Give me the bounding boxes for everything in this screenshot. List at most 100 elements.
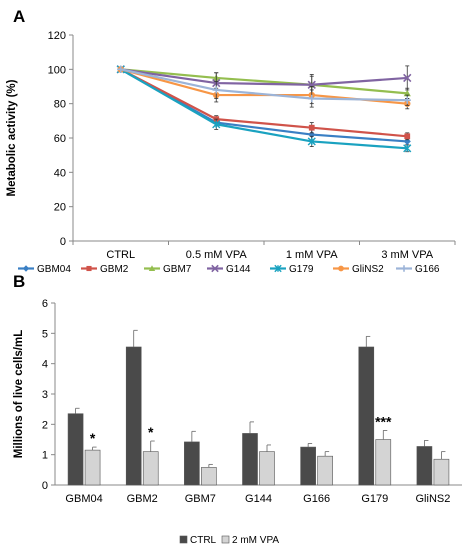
data-point bbox=[211, 264, 219, 273]
bar bbox=[184, 441, 200, 486]
data-point bbox=[307, 80, 316, 89]
legend-label: GBM2 bbox=[100, 264, 129, 275]
data-point bbox=[404, 133, 411, 140]
legend-label: G144 bbox=[226, 264, 251, 275]
bar-group-2-mm-vpa bbox=[317, 451, 333, 486]
y-tick-label: 1 bbox=[42, 450, 48, 462]
data-point bbox=[22, 265, 30, 272]
legend-item-glins2: GliNS2 bbox=[333, 264, 384, 275]
legend-label: GBM04 bbox=[37, 264, 71, 275]
legend-item-g144: G144 bbox=[207, 264, 251, 275]
x-tick-label: 3 mM VPA bbox=[381, 249, 433, 261]
bar bbox=[416, 446, 433, 486]
y-tick-label: 100 bbox=[48, 64, 66, 76]
bar-group-2-mm-vpa bbox=[201, 463, 217, 486]
data-point bbox=[86, 265, 92, 272]
series-g166 bbox=[117, 65, 411, 108]
data-point bbox=[400, 265, 408, 272]
bar bbox=[242, 433, 258, 486]
data-point bbox=[274, 264, 282, 273]
x-tick-label: G179 bbox=[361, 493, 388, 505]
bar-group-ctrl bbox=[67, 407, 84, 486]
y-tick-label: 0 bbox=[60, 236, 66, 248]
legend-label: 2 mM VPA bbox=[232, 535, 279, 546]
x-tick-label: G144 bbox=[245, 493, 272, 505]
x-tick-label: GBM2 bbox=[127, 493, 158, 505]
legend-item-ctrl: CTRL bbox=[179, 535, 217, 546]
bar bbox=[84, 449, 101, 486]
y-axis-label: Metabolic activity (%) bbox=[6, 79, 18, 196]
x-tick-label: 1 mM VPA bbox=[286, 249, 338, 261]
bar-group-ctrl bbox=[184, 430, 200, 486]
y-tick-label: 60 bbox=[54, 133, 66, 145]
bar-group-ctrl bbox=[416, 440, 433, 486]
data-point bbox=[212, 86, 220, 94]
legend-item-gbm2: GBM2 bbox=[81, 264, 129, 275]
legend-swatch bbox=[179, 535, 188, 544]
series-line bbox=[120, 68, 408, 95]
bar-group-2-mm-vpa bbox=[433, 451, 450, 486]
bar-group-ctrl bbox=[300, 443, 316, 486]
legend-swatch bbox=[221, 535, 230, 544]
legend-label: G166 bbox=[415, 264, 440, 275]
y-tick-label: 120 bbox=[48, 30, 66, 42]
bar-group-2-mm-vpa bbox=[375, 429, 392, 486]
data-point bbox=[403, 89, 411, 97]
series-line bbox=[120, 68, 408, 102]
y-tick-label: 80 bbox=[54, 99, 66, 111]
y-tick-label: 40 bbox=[54, 167, 66, 179]
legend-label: GliNS2 bbox=[352, 264, 384, 275]
y-tick-label: 0 bbox=[42, 480, 48, 492]
bar bbox=[433, 458, 450, 486]
bar bbox=[259, 451, 275, 486]
x-tick-label: GBM04 bbox=[65, 493, 102, 505]
data-point bbox=[148, 265, 156, 272]
legend-item-gbm7: GBM7 bbox=[144, 264, 192, 275]
y-tick-label: 3 bbox=[42, 389, 48, 401]
panel-label-b: B bbox=[13, 275, 25, 291]
significance-marker: * bbox=[148, 424, 154, 440]
y-tick-label: 6 bbox=[42, 298, 48, 310]
bar bbox=[317, 455, 333, 486]
y-tick-label: 20 bbox=[54, 202, 66, 214]
legend-label: GBM7 bbox=[163, 264, 192, 275]
bar-group-2-mm-vpa bbox=[259, 444, 275, 486]
significance-marker: *** bbox=[375, 413, 392, 429]
bar-group-2-mm-vpa bbox=[142, 440, 159, 486]
y-tick-label: 5 bbox=[42, 328, 48, 340]
series-line bbox=[120, 68, 408, 150]
chart-b-live-cells: B 0 1 2 3 4 5 6 Millions of live cells/mL GBM04 GB… bbox=[13, 275, 462, 546]
series-line bbox=[120, 68, 408, 86]
legend-item-2-mm-vpa: 2 mM VPA bbox=[221, 535, 279, 546]
x-tick-label: CTRL bbox=[106, 249, 135, 261]
legend-item-g179: G179 bbox=[270, 264, 314, 275]
data-point bbox=[117, 65, 125, 73]
data-point bbox=[307, 137, 316, 146]
bar bbox=[300, 446, 316, 486]
y-tick-label: 4 bbox=[42, 359, 48, 371]
y-tick-label: 2 bbox=[42, 419, 48, 431]
series-line bbox=[120, 68, 408, 138]
bar bbox=[67, 413, 84, 486]
bar-group-ctrl bbox=[125, 329, 142, 486]
bar bbox=[142, 451, 159, 486]
x-tick-label: 0.5 mM VPA bbox=[186, 249, 248, 261]
data-point bbox=[338, 265, 344, 272]
bar-group-ctrl bbox=[358, 335, 375, 486]
bar bbox=[375, 439, 392, 486]
bar bbox=[358, 346, 375, 486]
bar-group-2-mm-vpa bbox=[84, 446, 101, 486]
legend-item-g166: G166 bbox=[396, 264, 440, 275]
legend-item-gbm04: GBM04 bbox=[18, 264, 71, 275]
data-point bbox=[212, 120, 221, 129]
data-point bbox=[308, 124, 315, 131]
legend-label: G179 bbox=[289, 264, 314, 275]
bar bbox=[201, 467, 217, 486]
x-tick-label: GliNS2 bbox=[416, 493, 451, 505]
panel-label-a: A bbox=[13, 7, 25, 26]
data-point bbox=[403, 96, 411, 104]
bar-group-ctrl bbox=[242, 421, 258, 486]
data-point bbox=[403, 144, 412, 153]
x-tick-label: GBM7 bbox=[185, 493, 216, 505]
